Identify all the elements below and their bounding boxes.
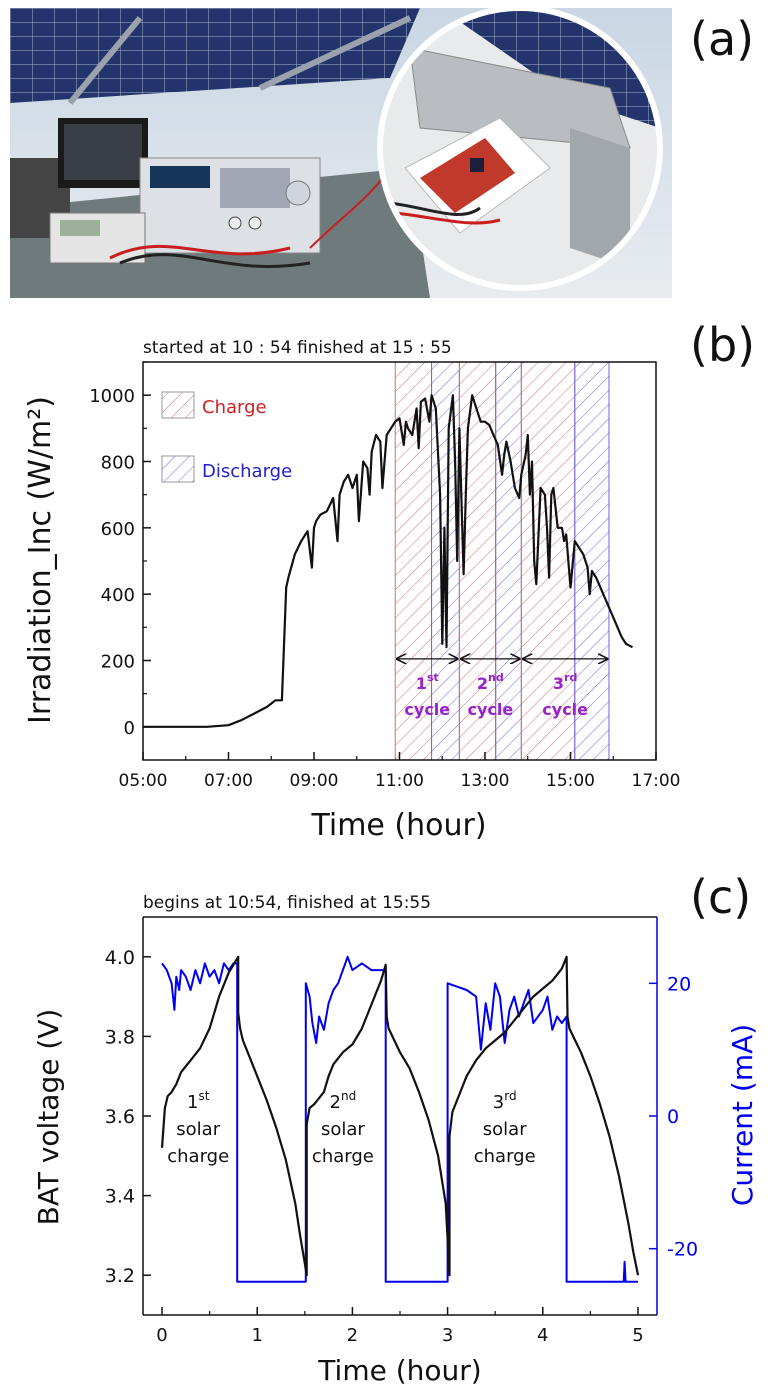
c-ytick-left-label: 4.0 (105, 947, 135, 969)
c-xtick-label: 0 (156, 1325, 167, 1346)
c-xtick-label: 5 (632, 1325, 643, 1346)
chart-b-title: started at 10 : 54 finished at 15 : 55 (143, 338, 452, 358)
b-xtick-label: 15:00 (546, 771, 595, 791)
annotation-line3-2: charge (312, 1146, 374, 1167)
region-discharge-5 (574, 361, 610, 761)
b-xtick-label: 09:00 (290, 771, 339, 791)
c-ytick-right-label: 0 (667, 1106, 679, 1128)
annotation-number-1: 1st (187, 1089, 210, 1113)
c-xtick-label: 3 (442, 1325, 453, 1346)
chart-c-xlabel: Time (hour) (317, 1354, 481, 1387)
cycle-word-3: cycle (542, 700, 588, 719)
photo-inset-closeup (380, 8, 660, 288)
chart-b-xlabel: Time (hour) (310, 808, 486, 843)
chart-c-ylabel-left: BAT voltage (V) (32, 1009, 65, 1226)
b-ytick-label: 400 (101, 585, 135, 606)
c-ytick-left-label: 3.4 (105, 1186, 135, 1208)
b-xtick-label: 05:00 (119, 771, 168, 791)
cycle-word-1: cycle (404, 700, 450, 719)
c-ytick-left-label: 3.6 (105, 1106, 135, 1128)
b-xtick-label: 11:00 (375, 771, 424, 791)
irradiation-chart: started at 10 : 54 finished at 15 : 55 0… (23, 338, 681, 843)
cycle-word-2: cycle (467, 700, 513, 719)
annotation-line2-2: solar (321, 1119, 365, 1140)
c-ytick-left-label: 3.2 (105, 1265, 135, 1287)
solar-panel-array (10, 8, 420, 103)
chart-c-title: begins at 10:54, finished at 15:55 (143, 893, 431, 913)
legend-charge-label: Charge (202, 397, 267, 418)
legend-discharge-swatch (161, 455, 195, 483)
annotation-line3-3: charge (474, 1146, 536, 1167)
c-ytick-right-label: -20 (667, 1239, 698, 1261)
b-ytick-label: 600 (101, 519, 135, 540)
irradiation-series (143, 394, 634, 728)
b-ytick-label: 1000 (89, 386, 135, 407)
c-ytick-left-label: 3.8 (105, 1026, 135, 1048)
c-xtick-label: 4 (537, 1325, 548, 1346)
region-discharge-3 (495, 361, 522, 761)
b-xtick-label: 07:00 (204, 771, 253, 791)
current-series (161, 955, 638, 1283)
panel-label-c: (c) (690, 870, 752, 924)
annotation-line3-1: charge (167, 1146, 229, 1167)
annotation-number-3: 3rd (493, 1089, 517, 1113)
chart-b-ylabel: Irradiation_Inc (W/m²) (23, 396, 58, 724)
battery-chart: begins at 10:54, finished at 15:55 0 1 2 3 4… (32, 893, 759, 1387)
b-ytick-label: 200 (101, 652, 135, 673)
legend-discharge-label: Discharge (202, 461, 292, 482)
solar-test-photo (10, 8, 672, 298)
panel-label-a: (a) (690, 12, 755, 66)
c-xtick-label: 2 (347, 1325, 358, 1346)
chart-c-ylabel-right: Current (mA) (726, 1024, 759, 1206)
legend-charge-swatch (161, 391, 195, 419)
c-xtick-label: 1 (251, 1325, 262, 1346)
b-ytick-label: 0 (124, 718, 135, 739)
annotation-number-2: 2nd (330, 1089, 357, 1113)
chart-b-frame (142, 361, 657, 761)
b-xtick-label: 17:00 (632, 771, 681, 791)
b-xtick-label: 13:00 (461, 771, 510, 791)
chart-b-legend: Charge Discharge (161, 391, 292, 483)
c-ytick-right-label: 20 (667, 973, 691, 995)
b-ytick-label: 800 (101, 453, 135, 474)
panel-label-b: (b) (690, 318, 756, 372)
annotation-line2-1: solar (176, 1119, 220, 1140)
voltage-series (160, 955, 640, 1277)
annotation-line2-3: solar (483, 1119, 527, 1140)
test-device (420, 138, 515, 213)
